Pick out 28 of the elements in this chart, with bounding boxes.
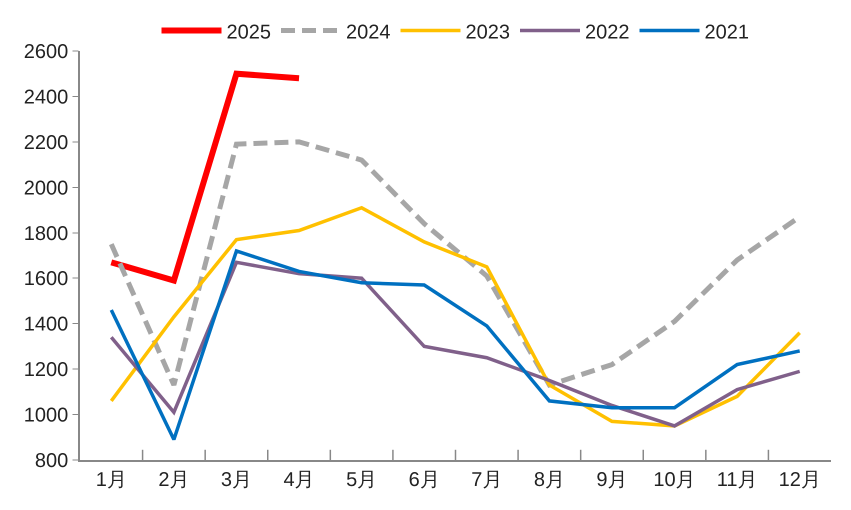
legend-label: 2025 [226,21,271,44]
y-tick-label: 1600 [24,268,68,290]
x-tick-label: 11月 [716,468,758,491]
x-tick-label: 3月 [220,468,252,491]
legend-label: 2022 [585,21,630,44]
x-tick-label: 1月 [96,468,127,491]
y-tick-label: 800 [34,450,68,472]
y-tick-label: 2400 [24,86,68,108]
line-series [110,206,802,428]
x-tick-label: 9月 [596,468,628,491]
x-tick-label: 2月 [158,468,190,491]
x-tick-label: 7月 [471,468,502,491]
y-tick-label: 2000 [24,177,68,200]
y-tick-label: 1000 [24,404,68,427]
x-tick-label: 4月 [283,468,315,491]
legend-label: 2023 [466,21,510,44]
x-tick-label: 12月 [778,468,821,491]
x-tick-label: 5月 [346,468,378,491]
y-tick-label: 1800 [24,222,68,245]
y-tick-label: 2600 [24,41,68,63]
legend-label: 2024 [346,21,390,44]
x-tick-label: 10月 [653,468,696,491]
y-tick-label: 1400 [24,314,68,336]
y-tick-label: 2200 [24,132,68,154]
legend-label: 2021 [704,21,749,44]
x-tick-label: 8月 [534,468,565,491]
y-tick-label: 1200 [24,359,68,382]
x-tick-label: 6月 [408,468,440,491]
